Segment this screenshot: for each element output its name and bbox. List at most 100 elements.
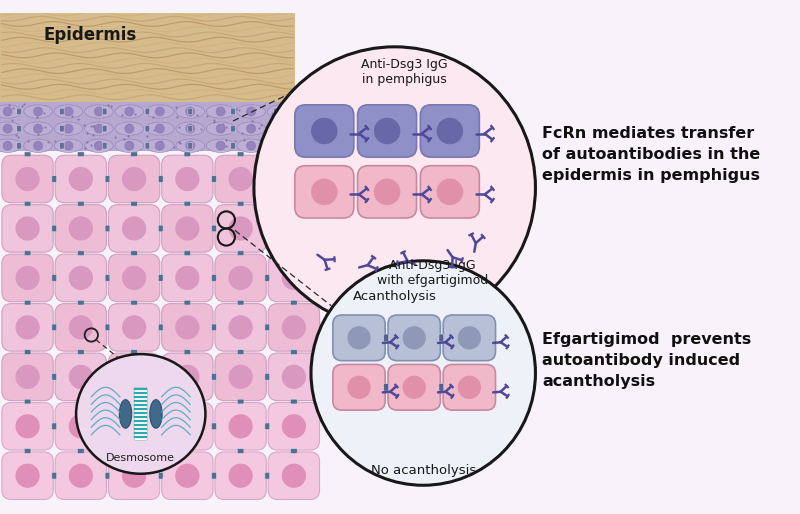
FancyBboxPatch shape xyxy=(290,201,298,206)
FancyBboxPatch shape xyxy=(215,353,266,400)
FancyBboxPatch shape xyxy=(105,176,110,182)
Ellipse shape xyxy=(119,400,132,428)
Circle shape xyxy=(16,464,39,487)
FancyBboxPatch shape xyxy=(238,152,244,157)
FancyBboxPatch shape xyxy=(52,374,57,380)
FancyBboxPatch shape xyxy=(420,105,479,157)
Circle shape xyxy=(122,415,146,438)
Text: No acantholysis: No acantholysis xyxy=(370,465,476,478)
Ellipse shape xyxy=(176,139,205,152)
FancyBboxPatch shape xyxy=(184,449,190,453)
Circle shape xyxy=(16,415,39,438)
Circle shape xyxy=(216,107,225,116)
FancyBboxPatch shape xyxy=(290,251,298,255)
Text: Anti-Dsg3 IgG
with efgartigimod: Anti-Dsg3 IgG with efgartigimod xyxy=(377,259,488,287)
FancyBboxPatch shape xyxy=(158,176,163,182)
FancyBboxPatch shape xyxy=(130,152,138,157)
Circle shape xyxy=(247,124,255,133)
Circle shape xyxy=(122,267,146,289)
Circle shape xyxy=(278,107,286,116)
Circle shape xyxy=(278,124,286,133)
Ellipse shape xyxy=(206,105,235,118)
FancyBboxPatch shape xyxy=(2,353,54,400)
Circle shape xyxy=(230,267,252,289)
Bar xyxy=(0,12,295,102)
Circle shape xyxy=(186,141,194,150)
FancyBboxPatch shape xyxy=(238,300,244,305)
Circle shape xyxy=(282,217,306,240)
FancyBboxPatch shape xyxy=(2,205,54,252)
Circle shape xyxy=(16,365,39,388)
Ellipse shape xyxy=(146,139,174,152)
FancyBboxPatch shape xyxy=(17,108,22,115)
FancyBboxPatch shape xyxy=(265,472,270,479)
FancyBboxPatch shape xyxy=(162,353,213,400)
FancyBboxPatch shape xyxy=(388,364,440,410)
Ellipse shape xyxy=(267,139,296,152)
Circle shape xyxy=(70,464,92,487)
FancyBboxPatch shape xyxy=(59,142,64,149)
FancyBboxPatch shape xyxy=(333,364,385,410)
Circle shape xyxy=(282,365,306,388)
FancyBboxPatch shape xyxy=(102,142,107,149)
FancyBboxPatch shape xyxy=(230,142,235,149)
Ellipse shape xyxy=(115,105,144,118)
FancyBboxPatch shape xyxy=(109,205,160,252)
FancyBboxPatch shape xyxy=(162,205,213,252)
FancyBboxPatch shape xyxy=(230,108,235,115)
FancyBboxPatch shape xyxy=(59,108,64,115)
Circle shape xyxy=(312,179,337,205)
FancyBboxPatch shape xyxy=(78,300,84,305)
Circle shape xyxy=(230,365,252,388)
FancyBboxPatch shape xyxy=(162,155,213,203)
FancyBboxPatch shape xyxy=(295,166,354,218)
FancyBboxPatch shape xyxy=(290,300,298,305)
FancyBboxPatch shape xyxy=(358,166,417,218)
FancyBboxPatch shape xyxy=(265,225,270,232)
Circle shape xyxy=(122,217,146,240)
FancyBboxPatch shape xyxy=(134,387,147,440)
Circle shape xyxy=(230,464,252,487)
FancyBboxPatch shape xyxy=(24,449,31,453)
FancyBboxPatch shape xyxy=(52,274,57,281)
Text: Efgartigimod  prevents
autoantibody induced
acantholysis: Efgartigimod prevents autoantibody induc… xyxy=(542,332,751,389)
Circle shape xyxy=(70,267,92,289)
Circle shape xyxy=(34,107,42,116)
Text: Acantholysis: Acantholysis xyxy=(353,290,437,303)
FancyBboxPatch shape xyxy=(55,205,106,252)
FancyBboxPatch shape xyxy=(420,166,479,218)
FancyBboxPatch shape xyxy=(265,374,270,380)
FancyBboxPatch shape xyxy=(55,353,106,400)
Circle shape xyxy=(16,267,39,289)
Text: Desmosome: Desmosome xyxy=(106,453,175,463)
Circle shape xyxy=(70,217,92,240)
Ellipse shape xyxy=(76,354,206,474)
Ellipse shape xyxy=(176,105,205,118)
FancyBboxPatch shape xyxy=(212,176,216,182)
Circle shape xyxy=(70,415,92,438)
FancyBboxPatch shape xyxy=(238,251,244,255)
Ellipse shape xyxy=(206,122,235,135)
FancyBboxPatch shape xyxy=(274,108,278,115)
FancyBboxPatch shape xyxy=(2,304,54,351)
FancyBboxPatch shape xyxy=(24,201,31,206)
FancyBboxPatch shape xyxy=(439,383,444,391)
FancyBboxPatch shape xyxy=(109,155,160,203)
Ellipse shape xyxy=(237,105,266,118)
FancyBboxPatch shape xyxy=(52,423,57,430)
Circle shape xyxy=(176,365,198,388)
FancyBboxPatch shape xyxy=(55,402,106,450)
FancyBboxPatch shape xyxy=(55,155,106,203)
FancyBboxPatch shape xyxy=(158,423,163,430)
Circle shape xyxy=(122,464,146,487)
Circle shape xyxy=(458,376,480,398)
Circle shape xyxy=(155,141,164,150)
FancyBboxPatch shape xyxy=(17,125,22,132)
Circle shape xyxy=(312,118,337,143)
FancyBboxPatch shape xyxy=(439,334,444,342)
Ellipse shape xyxy=(237,122,266,135)
Circle shape xyxy=(122,168,146,190)
Circle shape xyxy=(247,107,255,116)
FancyBboxPatch shape xyxy=(2,155,54,203)
FancyBboxPatch shape xyxy=(215,155,266,203)
